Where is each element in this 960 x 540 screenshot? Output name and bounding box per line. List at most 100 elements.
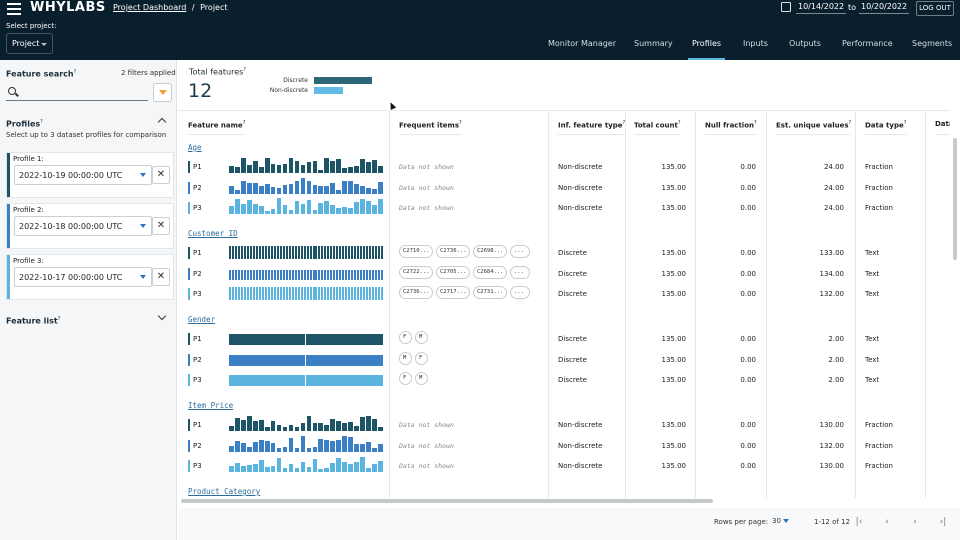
tab-profiles[interactable]: Profiles	[692, 39, 722, 48]
help-icon[interactable]: ?	[677, 120, 681, 126]
column-header[interactable]: Frequent items?	[399, 111, 462, 135]
frequent-item-chip[interactable]: C2684...	[473, 265, 507, 279]
frequent-item-chip[interactable]: ...	[510, 245, 530, 258]
frequent-item-chip[interactable]: C2705...	[436, 265, 470, 279]
frequent-item-chip[interactable]: C2722...	[399, 265, 433, 279]
distribution-chart[interactable]	[229, 435, 384, 452]
histogram-bar	[336, 246, 339, 259]
logout-button[interactable]: LOG OUT	[916, 1, 954, 16]
histogram-bar	[246, 447, 252, 452]
histogram-bar	[282, 468, 288, 472]
first-page-icon[interactable]: |‹	[855, 517, 863, 527]
inferred-type-cell: Non-discrete	[558, 421, 603, 429]
help-icon[interactable]: ?	[73, 69, 77, 75]
help-icon[interactable]: ?	[754, 120, 757, 126]
frequent-item-chip[interactable]: C2736...	[399, 286, 433, 299]
profile-date-select[interactable]: 2022-10-18 00:00:00 UTC	[14, 216, 152, 236]
frequent-item-chip[interactable]: F	[415, 351, 428, 365]
previous-page-icon[interactable]: ‹	[885, 517, 889, 527]
distribution-chart[interactable]	[229, 456, 384, 472]
column-header[interactable]: Feature name?	[188, 111, 246, 135]
breadcrumb-project-dashboard[interactable]: Project Dashboard	[113, 3, 187, 12]
distribution-chart[interactable]	[229, 329, 384, 345]
help-icon[interactable]: ?	[242, 120, 246, 126]
frequent-item-chip[interactable]: C2710...	[399, 245, 433, 258]
rows-per-page-select[interactable]: 30	[772, 517, 790, 525]
unique-values-cell: 133.00	[819, 249, 845, 257]
calendar-icon[interactable]	[781, 2, 791, 12]
frequent-item-chip[interactable]: M	[415, 372, 428, 385]
tab-segments[interactable]: Segments	[912, 39, 953, 48]
distribution-chart[interactable]	[229, 264, 384, 280]
date-to-input[interactable]: 10/20/2022	[859, 1, 910, 14]
column-header[interactable]: Total count?	[634, 111, 681, 135]
help-icon[interactable]: ?	[903, 120, 907, 126]
profile-date-select[interactable]: 2022-10-19 00:00:00 UTC	[14, 165, 152, 185]
date-from-input[interactable]: 10/14/2022	[796, 1, 847, 14]
profile-color-bar	[188, 419, 190, 431]
feature-search-input[interactable]	[6, 85, 148, 101]
whylabs-logo[interactable]: WHYLABS	[30, 0, 106, 15]
column-header[interactable]: Data type?	[865, 111, 907, 135]
null-fraction-cell: 0.00	[740, 163, 756, 171]
tab-monitor-manager[interactable]: Monitor Manager	[548, 39, 617, 48]
distribution-chart[interactable]	[229, 350, 384, 366]
column-header[interactable]: Null fraction?	[705, 111, 757, 135]
remove-profile-button[interactable]: ✕	[152, 217, 170, 235]
frequent-item-chip[interactable]: M	[399, 351, 412, 365]
frequent-item-chip[interactable]: F	[399, 372, 412, 385]
feature-name-link[interactable]: Gender	[188, 315, 216, 324]
chevron-down-icon[interactable]	[157, 311, 167, 321]
histogram-bar	[300, 269, 303, 280]
filter-button[interactable]	[153, 83, 172, 102]
feature-name-link[interactable]: Product Category	[188, 487, 261, 496]
chevron-up-icon[interactable]	[157, 117, 167, 127]
help-icon[interactable]: ?	[622, 120, 626, 126]
histogram-bar	[330, 287, 333, 300]
help-icon[interactable]: ?	[40, 119, 43, 125]
feature-name-link[interactable]: Item Price	[188, 401, 234, 410]
histogram-bar	[336, 287, 339, 300]
frequent-item-chip[interactable]: ...	[510, 286, 530, 299]
frequent-item-chip[interactable]: C2731...	[473, 286, 507, 299]
feature-name-link[interactable]: Customer ID	[188, 229, 238, 238]
next-page-icon[interactable]: ›	[913, 517, 917, 527]
column-header[interactable]: Data	[935, 111, 950, 135]
remove-profile-button[interactable]: ✕	[152, 268, 170, 286]
project-select[interactable]: Project	[6, 33, 53, 54]
histogram-bar	[229, 445, 234, 452]
help-icon[interactable]: ?	[243, 67, 246, 73]
column-header[interactable]: Inf. feature type?	[558, 111, 626, 135]
last-page-icon[interactable]: ›|	[939, 517, 947, 527]
frequent-item-chip[interactable]: M	[415, 331, 428, 344]
distribution-chart[interactable]	[229, 157, 384, 173]
distribution-chart[interactable]	[229, 198, 384, 214]
frequent-item-chip[interactable]: F	[399, 331, 412, 344]
frequent-item-chip[interactable]: ...	[510, 265, 530, 279]
help-icon[interactable]: ?	[848, 120, 852, 126]
frequent-item-chip[interactable]: C2698...	[473, 245, 507, 258]
menu-icon[interactable]	[7, 3, 21, 15]
horizontal-scrollbar[interactable]	[181, 499, 713, 503]
distribution-chart[interactable]	[229, 284, 384, 300]
frequent-item-chip[interactable]: C2717...	[436, 286, 470, 299]
distribution-chart[interactable]	[229, 370, 384, 386]
tab-performance[interactable]: Performance	[842, 39, 893, 48]
remove-profile-button[interactable]: ✕	[152, 166, 170, 184]
distribution-chart[interactable]	[229, 415, 384, 431]
distribution-chart[interactable]	[229, 243, 384, 259]
data-type-cell: Fraction	[865, 163, 893, 171]
help-icon[interactable]: ?	[459, 120, 462, 126]
histogram-bar	[235, 189, 240, 194]
tab-outputs[interactable]: Outputs	[789, 39, 821, 48]
profile-color-bar	[188, 202, 190, 214]
help-icon[interactable]: ?	[57, 316, 61, 322]
frequent-item-chip[interactable]: C2736...	[436, 245, 470, 258]
feature-name-link[interactable]: Age	[188, 143, 202, 152]
distribution-chart[interactable]	[229, 178, 384, 194]
tab-summary[interactable]: Summary	[634, 39, 673, 48]
profile-date-select[interactable]: 2022-10-17 00:00:00 UTC	[14, 267, 152, 287]
tab-inputs[interactable]: Inputs	[743, 39, 768, 48]
column-header[interactable]: Est. unique values?	[776, 111, 852, 135]
vertical-scrollbar[interactable]	[953, 138, 957, 260]
